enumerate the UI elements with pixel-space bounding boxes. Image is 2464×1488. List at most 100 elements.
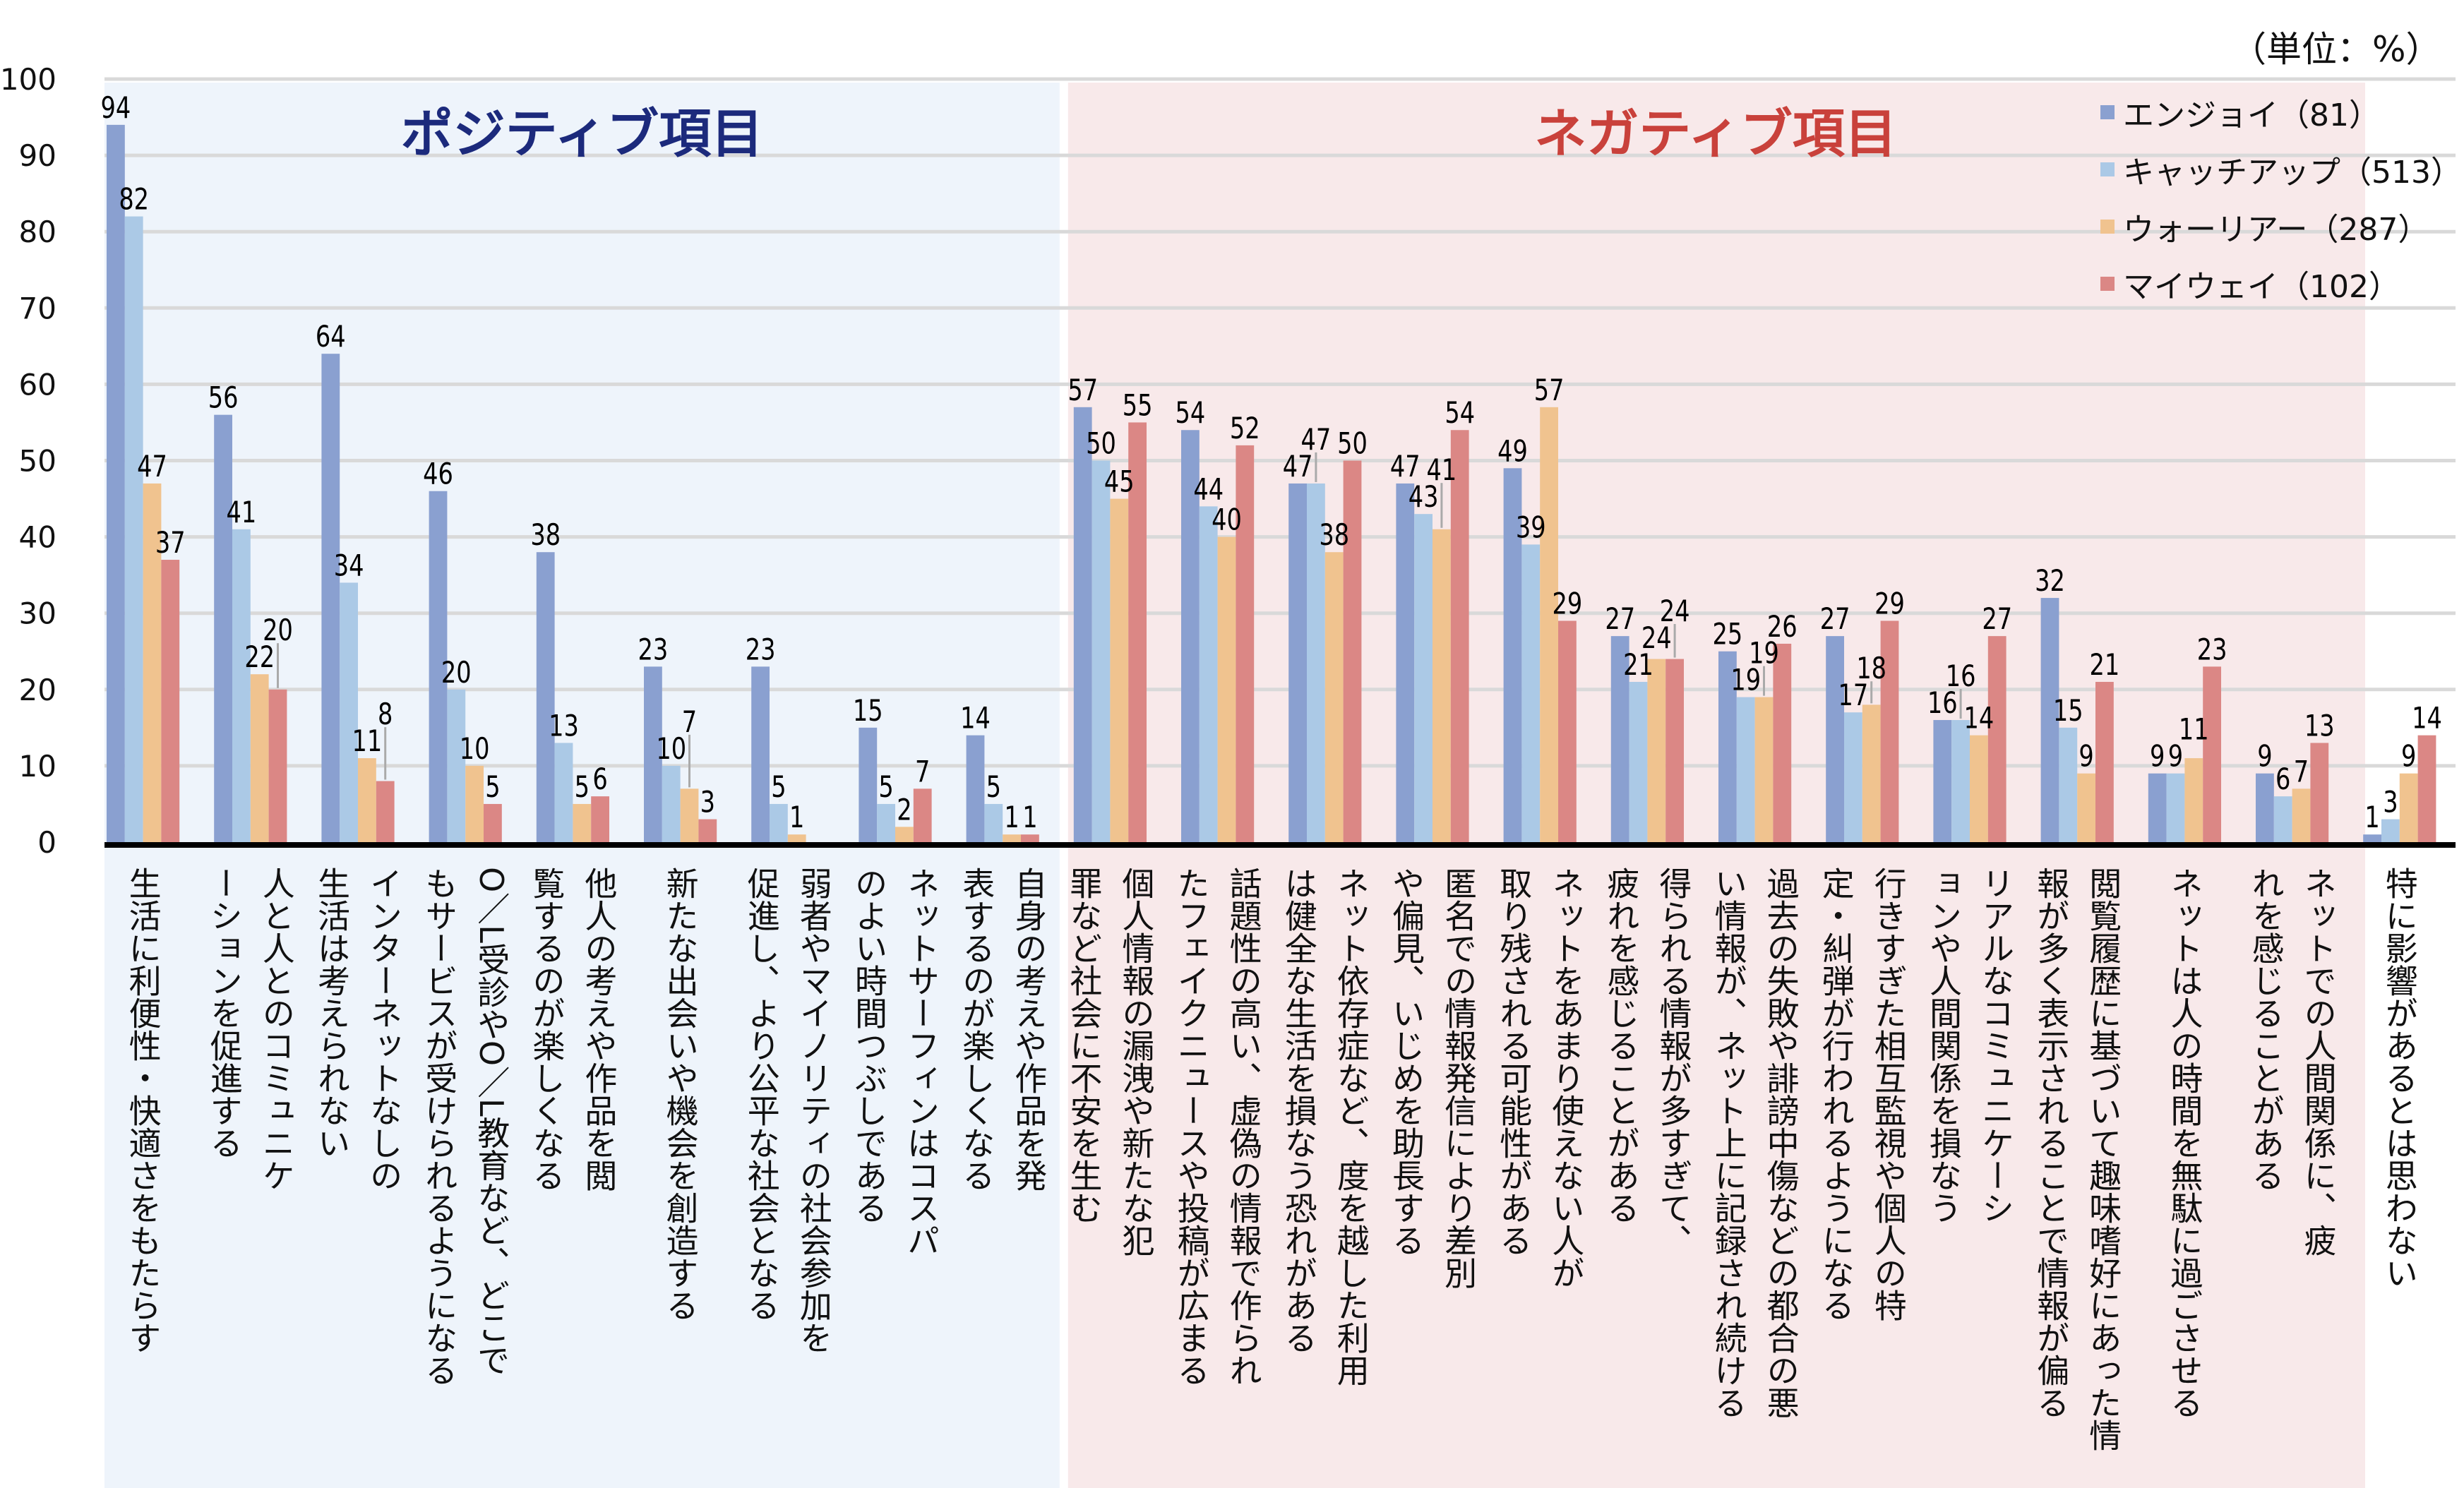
- bar: [1862, 704, 1881, 842]
- bar: [877, 803, 895, 842]
- data-label: 57: [1067, 373, 1098, 407]
- data-label: 45: [1104, 464, 1135, 499]
- legend-swatch: [2100, 219, 2115, 234]
- data-label: 55: [1123, 388, 1153, 423]
- bar: [751, 666, 770, 842]
- bar: [554, 743, 573, 842]
- bar: [1718, 651, 1737, 842]
- bar: [984, 803, 1003, 842]
- data-label: 26: [1767, 609, 1798, 644]
- x-category-label: インターネットなしの 生活は考えられない: [313, 867, 403, 1192]
- bar: [2417, 735, 2436, 842]
- data-label: 47: [1301, 422, 1332, 457]
- data-label: 94: [101, 90, 131, 125]
- data-label: 17: [1838, 678, 1869, 713]
- bar: [1665, 659, 1684, 842]
- x-category-label: 他人の考えや作品を閲 覧するのが楽しくなる: [527, 867, 618, 1192]
- data-label: 19: [1749, 636, 1779, 671]
- bar: [484, 803, 502, 842]
- bar: [2059, 727, 2078, 842]
- data-label: 54: [1176, 396, 1206, 431]
- bar: [2381, 819, 2400, 842]
- data-label: 41: [1427, 453, 1457, 488]
- data-label: 47: [1283, 449, 1313, 484]
- y-tick-label: 0: [37, 825, 56, 860]
- legend-swatch: [2100, 162, 2115, 176]
- data-label: 20: [263, 613, 293, 648]
- bar: [2095, 681, 2114, 842]
- y-tick-label: 100: [0, 62, 56, 97]
- x-category-label: 匿名での情報発信により差別 や偏見、いじめを助長する: [1387, 867, 1478, 1289]
- x-category-label: 過去の失敗や誹謗中傷などの都合の悪 い情報が、ネット上に記録され続ける: [1709, 867, 1800, 1419]
- bar: [429, 491, 448, 842]
- data-label: 27: [1820, 601, 1850, 636]
- bar: [232, 529, 251, 842]
- bar: [1844, 712, 1862, 842]
- x-category-label: 人と人とのコミュニケ ーションを促進する: [205, 867, 296, 1192]
- legend-item-catchup: キャッチアップ（513）: [2100, 140, 2462, 198]
- bar: [1503, 468, 1522, 842]
- bar: [161, 560, 180, 842]
- legend-label: キャッチアップ（513）: [2123, 154, 2462, 191]
- bar: [1003, 834, 1021, 842]
- data-label: 15: [2053, 693, 2083, 728]
- data-label: 10: [656, 731, 686, 766]
- data-label: 57: [1534, 373, 1565, 407]
- bar: [1970, 735, 1988, 842]
- data-label: 47: [1390, 449, 1421, 484]
- bar: [1521, 544, 1541, 842]
- unit-label: （単位：%）: [2231, 29, 2441, 70]
- bar: [1933, 720, 1952, 842]
- data-label: 5: [771, 769, 786, 804]
- bar: [662, 765, 681, 842]
- bar: [1754, 697, 1774, 842]
- y-tick-label: 80: [19, 215, 56, 249]
- bar: [536, 552, 555, 842]
- bar: [250, 674, 269, 842]
- x-category-label: ネット依存症など、度を越した利用 は健全な生活を損なう恐れがある: [1279, 867, 1370, 1386]
- data-label: 14: [2412, 701, 2442, 736]
- bar: [1610, 636, 1629, 842]
- data-label: 23: [2197, 632, 2227, 667]
- data-label: 1: [789, 800, 804, 835]
- data-label: 21: [2090, 647, 2120, 682]
- data-label: 11: [2179, 712, 2209, 747]
- x-category-label: 閲覧履歴に基づいて趣味嗜好にあった情 報が多く表示されることで情報が偏る: [2032, 867, 2123, 1451]
- bar: [465, 765, 484, 842]
- bar: [2148, 773, 2167, 842]
- data-label: 41: [227, 495, 257, 529]
- data-label: 3: [2383, 785, 2398, 820]
- bar: [1324, 552, 1344, 842]
- bar: [1073, 407, 1092, 842]
- data-label: 40: [1212, 503, 1242, 537]
- data-label: 1: [1004, 800, 1019, 835]
- legend-label: エンジョイ（81）: [2123, 97, 2380, 133]
- bar: [2256, 773, 2274, 842]
- x-category-label: 弱者やマイノリティの社会参加を 促進し、より公平な社会となる: [742, 867, 833, 1354]
- bar: [1110, 498, 1129, 842]
- bar: [1433, 529, 1451, 842]
- bar: [143, 483, 162, 842]
- bar: [1217, 536, 1236, 842]
- data-label: 9: [2257, 739, 2272, 774]
- x-category-label: 生活に利便性・快適さをもたらす: [124, 867, 162, 1354]
- bar: [124, 216, 143, 843]
- data-label: 18: [1856, 652, 1886, 686]
- positive-group-title: ポジティブ項目: [400, 104, 764, 164]
- bar: [1880, 620, 1899, 842]
- data-label: 9: [2401, 739, 2416, 774]
- data-label: 7: [2294, 755, 2309, 789]
- data-label: 23: [638, 632, 669, 667]
- data-label: 13: [549, 709, 579, 743]
- bar: [321, 354, 340, 842]
- bar: [1181, 430, 1200, 842]
- bar: [573, 803, 592, 842]
- y-tick-label: 50: [19, 444, 56, 479]
- y-tick-label: 10: [19, 749, 56, 784]
- data-label: 64: [316, 320, 346, 354]
- bar: [698, 819, 717, 842]
- x-category-label: ネットは人の時間を無駄に過ごさせる: [2165, 867, 2204, 1419]
- x-category-label: リアルなコミュニケーシ ョンや人間関係を損なう: [1925, 867, 2015, 1224]
- data-label: 82: [119, 182, 149, 217]
